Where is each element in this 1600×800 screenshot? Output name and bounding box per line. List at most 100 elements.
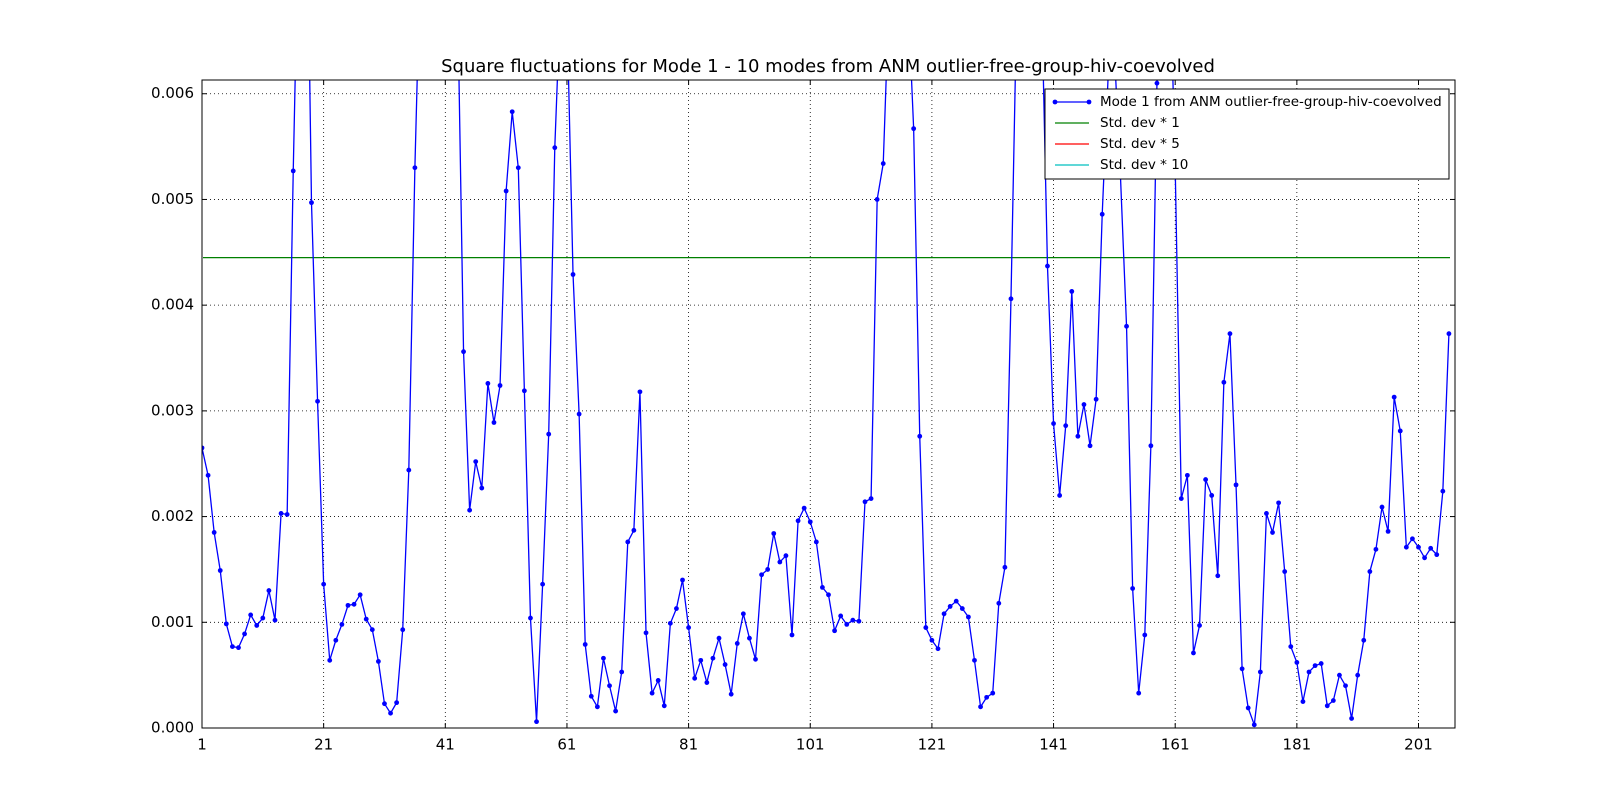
data-point [400,627,406,633]
legend-label: Std. dev * 5 [1100,136,1180,152]
data-point [601,655,606,661]
plot-frame [201,79,1456,729]
data-point [759,572,764,578]
data-point [230,644,235,650]
data-point [1209,493,1215,498]
data-point [503,188,509,194]
legend: Mode 1 from ANM outlier-free-group-hiv-c… [1044,88,1450,180]
data-point [631,527,637,533]
data-point [1045,263,1050,269]
data-point [1221,379,1227,385]
data-point [844,622,850,627]
data-point [1063,423,1069,429]
data-point [1184,472,1190,478]
data-point [753,656,758,662]
data-point [917,433,923,439]
data-point [497,383,503,388]
data-point [528,615,533,621]
data-point [327,657,333,663]
data-point [1075,433,1081,439]
data-point [1203,477,1209,482]
data-point [1245,705,1251,711]
data-point [1154,80,1160,86]
legend-marker [1052,99,1058,105]
data-point [1081,402,1087,407]
data-point [1142,632,1148,638]
data-point [1385,528,1391,534]
data-point [978,704,983,710]
data-point [607,683,612,689]
data-point [1276,500,1282,506]
data-point [710,655,716,661]
data-point [1312,663,1318,669]
data-point [1434,552,1440,558]
data-point [680,577,685,583]
data-point [1148,443,1154,449]
data-point [1008,296,1014,302]
data-point [716,635,722,641]
x-tick-label: 141 [1039,736,1068,754]
data-point [211,530,217,535]
data-point [795,518,801,524]
data-point [1069,289,1075,294]
data-point [546,431,552,437]
x-tick-label: 1 [197,736,207,754]
legend-label: Mode 1 from ANM outlier-free-group-hiv-c… [1100,94,1442,110]
data-point [594,704,600,710]
data-point [807,519,813,525]
legend-box [1044,88,1450,180]
data-point [996,600,1002,606]
x-tick-label: 121 [918,736,947,754]
data-point [1239,666,1245,672]
data-point [838,613,844,619]
data-point [339,622,345,627]
data-point [1355,672,1361,678]
data-point [704,680,710,685]
y-tick-label: 0.006 [151,84,194,102]
legend-label: Std. dev * 10 [1100,157,1188,173]
data-point [923,625,929,630]
data-point [1215,573,1221,579]
data-point [1300,699,1306,704]
data-point [1397,428,1403,434]
x-tick-label: 41 [436,736,455,754]
data-point [941,611,947,617]
data-point [832,628,837,634]
data-point [643,630,649,636]
legend-marker [1086,99,1092,105]
data-point [740,611,746,617]
data-point [862,499,868,505]
data-point [467,507,473,513]
data-point [582,642,588,647]
data-point [406,467,412,473]
data-point [321,581,327,587]
data-point [254,623,260,628]
data-point [1367,569,1373,574]
data-line [202,80,1450,726]
data-point [345,602,351,608]
data-point [1440,488,1446,494]
data-point [485,380,491,386]
data-point [661,703,667,709]
data-point [649,690,655,696]
data-point [375,659,381,664]
data-point [686,625,692,630]
data-point [747,635,752,641]
legend-label: Std. dev * 1 [1100,115,1180,131]
data-point [959,606,965,611]
data-point [1270,530,1275,535]
data-point [521,388,527,394]
data-point [1391,394,1397,400]
data-point [1057,493,1063,498]
data-point [692,675,698,681]
data-point [357,592,363,598]
data-point [552,145,558,151]
x-tick-label: 101 [796,736,825,754]
data-point [1178,496,1184,502]
data-point [461,349,466,355]
data-point [637,389,643,395]
data-point [619,669,625,675]
data-point [576,411,582,417]
x-tick-label: 21 [314,736,333,754]
x-tick-label: 161 [1161,736,1190,754]
